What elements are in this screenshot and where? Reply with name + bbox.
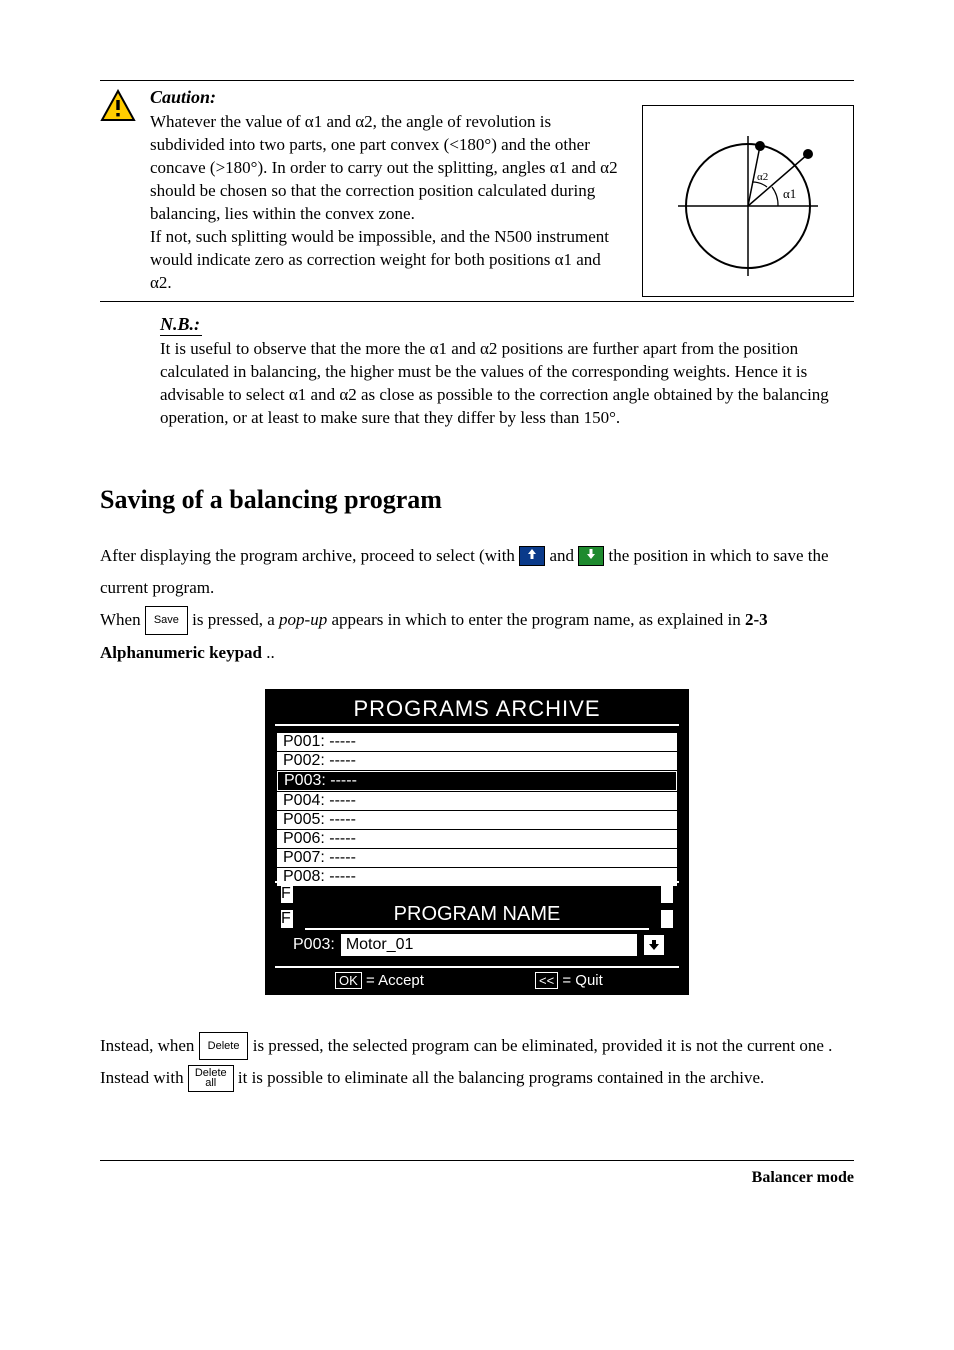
program-name-input-row: P003: Motor_01 [275,934,679,966]
footer-quit: << = Quit [535,972,603,989]
archive-row: P001: ----- [277,733,677,751]
body-line4-b: it is possible to eliminate all the bala… [238,1068,764,1087]
body-line2-a: When [100,610,145,629]
footer-accept: OK = Accept [335,972,424,989]
caution-p1: Whatever the value of α1 and α2, the ang… [150,111,626,226]
archive-row-selected: P003: ----- [277,771,677,791]
archive-row: P005: ----- [277,811,677,829]
program-name-popup: F PROGRAM NAME F P003: Motor_01 [275,881,679,966]
body-line2-d: .. [266,643,275,662]
body-line1-a: After displaying the program archive, pr… [100,546,519,565]
program-name-input[interactable]: Motor_01 [341,934,637,956]
body-paragraph-3: Instead, when Delete is pressed, the sel… [100,1030,854,1062]
ok-key-icon: OK [335,972,362,989]
programs-archive-screen: PROGRAMS ARCHIVE P001: ----- P002: -----… [265,689,689,995]
save-button: Save [145,606,188,635]
archive-footer: OK = Accept << = Quit [275,966,679,995]
delete-button: Delete [199,1032,249,1061]
caps-down-icon [643,934,665,956]
body-line2-c: appears in which to enter the program na… [331,610,745,629]
caution-text: Caution: Whatever the value of α1 and α2… [150,85,626,297]
caution-heading: Caution: [150,85,626,109]
archive-title: PROGRAMS ARCHIVE [275,691,679,726]
nb-text: It is useful to observe that the more th… [160,338,854,430]
delete-all-button: Delete all [188,1065,234,1092]
diagram-label-a2: α2 [757,171,768,183]
body-line1-b: and [549,546,578,565]
archive-list: P001: ----- P002: ----- P003: ----- P004… [267,726,687,886]
nb-block: N.B.: It is useful to observe that the m… [160,314,854,430]
delete-all-label-2: all [205,1077,216,1089]
body-paragraph-4: Instead with Delete all it is possible t… [100,1062,854,1094]
body-line3-b: is pressed, the selected program can be … [253,1036,833,1055]
quit-key-icon: << [535,972,558,989]
archive-row-stub: F [275,885,679,903]
archive-row: P004: ----- [277,792,677,810]
page-footer: Balancer mode [100,1160,854,1187]
caution-block: Caution: Whatever the value of α1 and α2… [100,80,854,302]
caution-p2: If not, such splitting would be impossib… [150,226,626,295]
popup-word: pop-up [279,610,327,629]
arrow-up-icon [519,546,545,566]
body-paragraph-1: After displaying the program archive, pr… [100,540,854,605]
arrow-down-icon [578,546,604,566]
archive-row-stub: F [275,910,679,928]
page: Caution: Whatever the value of α1 and α2… [0,0,954,1227]
archive-row: P007: ----- [277,849,677,867]
archive-row: P006: ----- [277,830,677,848]
warning-icon [100,89,136,128]
quit-text: = Quit [558,972,603,989]
diagram-label-a1: α1 [783,186,796,201]
body-paragraph-2: When Save is pressed, a pop-up appears i… [100,604,854,669]
nb-heading: N.B.: [160,314,202,336]
section-title: Saving of a balancing program [100,485,854,515]
ok-text: = Accept [362,972,424,989]
body-line3-a: Instead, when [100,1036,199,1055]
angle-diagram: α1 α2 [642,105,854,297]
archive-row: P002: ----- [277,752,677,770]
body-line4-a: Instead with [100,1068,188,1087]
body-line2-b: is pressed, a [192,610,279,629]
popup-prefix: P003: [293,936,335,954]
